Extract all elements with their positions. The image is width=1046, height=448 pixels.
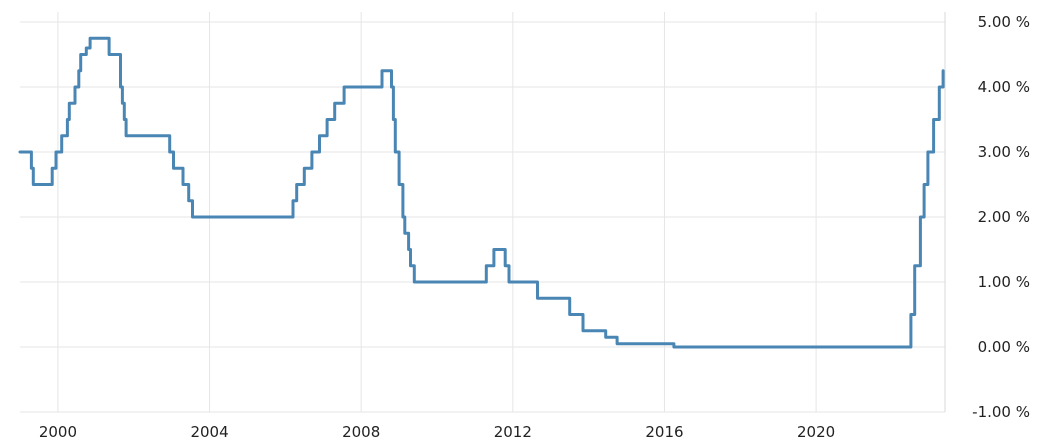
x-axis-tick-labels: 2000 2004 2008 2012 2016 2020 <box>39 423 835 441</box>
y-tick-label: 2.00 % <box>978 208 1030 226</box>
x-tick-label: 2008 <box>342 423 380 441</box>
series-layer <box>18 36 945 349</box>
y-tick-label: 3.00 % <box>978 143 1030 161</box>
x-tick-label: 2004 <box>190 423 228 441</box>
x-tick-label: 2000 <box>39 423 77 441</box>
series-line-0 <box>18 36 945 349</box>
y-tick-label: 1.00 % <box>978 273 1030 291</box>
y-tick-label: 5.00 % <box>978 13 1030 31</box>
y-axis-tick-labels: -1.00 % 0.00 % 1.00 % 2.00 % 3.00 % 4.00 % 5.0… <box>972 13 1030 421</box>
y-tick-label: -1.00 % <box>972 403 1030 421</box>
y-tick-label: 4.00 % <box>978 78 1030 96</box>
x-tick-label: 2016 <box>645 423 683 441</box>
y-tick-label: 0.00 % <box>978 338 1030 356</box>
x-tick-label: 2020 <box>797 423 835 441</box>
x-tick-label: 2012 <box>494 423 532 441</box>
grid <box>20 12 946 413</box>
